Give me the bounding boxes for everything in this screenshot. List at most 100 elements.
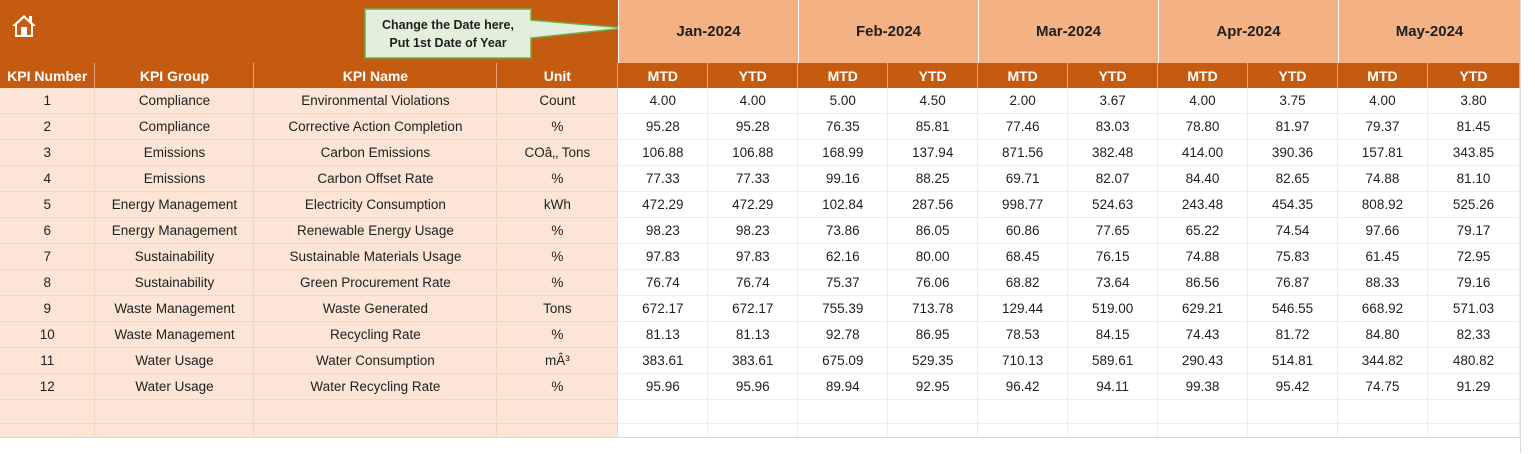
kpi-name-cell[interactable]: Green Procurement Rate xyxy=(253,269,498,296)
mtd-value-cell[interactable]: 672.17 xyxy=(617,295,709,322)
ytd-value-cell[interactable]: 390.36 xyxy=(1247,139,1338,166)
mtd-value-cell[interactable]: 62.16 xyxy=(797,243,889,270)
mtd-value-cell[interactable]: 95.96 xyxy=(617,373,709,400)
mtd-value-cell[interactable]: 106.88 xyxy=(617,139,709,166)
mtd-value-cell[interactable]: 92.78 xyxy=(797,321,889,348)
kpi-number-cell[interactable]: 1 xyxy=(0,88,96,114)
ytd-value-cell[interactable]: 76.74 xyxy=(707,269,799,296)
ytd-value-cell[interactable]: 82.65 xyxy=(1247,165,1338,192)
ytd-value-cell[interactable]: 82.07 xyxy=(1067,165,1159,192)
mtd-value-cell[interactable]: 755.39 xyxy=(797,295,889,322)
kpi-name-cell[interactable]: Water Consumption xyxy=(253,347,498,374)
month-header-may[interactable]: May-2024 xyxy=(1338,0,1520,63)
mtd-value-cell[interactable]: 4.00 xyxy=(1337,88,1428,114)
kpi-number-cell[interactable]: 4 xyxy=(0,165,96,192)
header-ytd[interactable]: YTD xyxy=(887,63,979,88)
header-ytd[interactable]: YTD xyxy=(1427,63,1521,88)
ytd-value-cell[interactable]: 86.05 xyxy=(887,217,979,244)
ytd-value-cell[interactable]: 81.45 xyxy=(1427,113,1521,140)
ytd-value-cell[interactable]: 343.85 xyxy=(1427,139,1521,166)
ytd-value-cell[interactable]: 81.10 xyxy=(1427,165,1521,192)
ytd-value-cell[interactable]: 3.75 xyxy=(1247,88,1338,114)
mtd-value-cell[interactable]: 98.23 xyxy=(617,217,709,244)
ytd-value-cell[interactable]: 525.26 xyxy=(1427,191,1521,218)
month-header-feb[interactable]: Feb-2024 xyxy=(798,0,978,63)
mtd-value-cell[interactable]: 668.92 xyxy=(1337,295,1428,322)
ytd-value-cell[interactable]: 82.33 xyxy=(1427,321,1521,348)
mtd-value-cell[interactable]: 414.00 xyxy=(1157,139,1249,166)
kpi-number-cell[interactable]: 6 xyxy=(0,217,96,244)
kpi-name-cell[interactable]: Sustainable Materials Usage xyxy=(253,243,498,270)
empty-cell[interactable] xyxy=(0,399,96,424)
mtd-value-cell[interactable]: 68.45 xyxy=(977,243,1069,270)
mtd-value-cell[interactable]: 84.40 xyxy=(1157,165,1249,192)
kpi-number-cell[interactable]: 11 xyxy=(0,347,96,374)
ytd-value-cell[interactable]: 83.03 xyxy=(1067,113,1159,140)
kpi-group-cell[interactable]: Energy Management xyxy=(94,191,255,218)
empty-cell[interactable] xyxy=(707,399,799,424)
ytd-value-cell[interactable]: 73.64 xyxy=(1067,269,1159,296)
horizontal-scrollbar[interactable] xyxy=(0,437,1520,454)
header-unit[interactable]: Unit xyxy=(496,63,619,88)
ytd-value-cell[interactable]: 672.17 xyxy=(707,295,799,322)
unit-cell[interactable]: % xyxy=(496,243,619,270)
ytd-value-cell[interactable]: 77.65 xyxy=(1067,217,1159,244)
kpi-name-cell[interactable]: Carbon Offset Rate xyxy=(253,165,498,192)
ytd-value-cell[interactable]: 76.06 xyxy=(887,269,979,296)
empty-cell[interactable] xyxy=(977,399,1069,424)
header-mtd[interactable]: MTD xyxy=(617,63,709,88)
home-icon[interactable] xyxy=(10,12,38,40)
ytd-value-cell[interactable]: 95.28 xyxy=(707,113,799,140)
unit-cell[interactable]: % xyxy=(496,217,619,244)
ytd-value-cell[interactable]: 383.61 xyxy=(707,347,799,374)
kpi-number-cell[interactable]: 8 xyxy=(0,269,96,296)
unit-cell[interactable]: mÂ³ xyxy=(496,347,619,374)
kpi-group-cell[interactable]: Sustainability xyxy=(94,269,255,296)
mtd-value-cell[interactable]: 157.81 xyxy=(1337,139,1428,166)
mtd-value-cell[interactable]: 86.56 xyxy=(1157,269,1249,296)
kpi-number-cell[interactable]: 9 xyxy=(0,295,96,322)
ytd-value-cell[interactable]: 76.87 xyxy=(1247,269,1338,296)
mtd-value-cell[interactable]: 60.86 xyxy=(977,217,1069,244)
kpi-group-cell[interactable]: Waste Management xyxy=(94,321,255,348)
ytd-value-cell[interactable]: 472.29 xyxy=(707,191,799,218)
mtd-value-cell[interactable]: 243.48 xyxy=(1157,191,1249,218)
ytd-value-cell[interactable]: 74.54 xyxy=(1247,217,1338,244)
mtd-value-cell[interactable]: 472.29 xyxy=(617,191,709,218)
ytd-value-cell[interactable]: 91.29 xyxy=(1427,373,1521,400)
mtd-value-cell[interactable]: 4.00 xyxy=(617,88,709,114)
header-mtd[interactable]: MTD xyxy=(1337,63,1428,88)
ytd-value-cell[interactable]: 571.03 xyxy=(1427,295,1521,322)
month-header-apr[interactable]: Apr-2024 xyxy=(1158,0,1338,63)
kpi-number-cell[interactable]: 12 xyxy=(0,373,96,400)
mtd-value-cell[interactable]: 99.16 xyxy=(797,165,889,192)
header-ytd[interactable]: YTD xyxy=(1247,63,1338,88)
unit-cell[interactable]: % xyxy=(496,321,619,348)
ytd-value-cell[interactable]: 81.72 xyxy=(1247,321,1338,348)
unit-cell[interactable]: % xyxy=(496,165,619,192)
mtd-value-cell[interactable]: 78.53 xyxy=(977,321,1069,348)
kpi-group-cell[interactable]: Emissions xyxy=(94,165,255,192)
kpi-name-cell[interactable]: Corrective Action Completion xyxy=(253,113,498,140)
kpi-group-cell[interactable]: Emissions xyxy=(94,139,255,166)
empty-cell[interactable] xyxy=(1247,399,1338,424)
kpi-group-cell[interactable]: Water Usage xyxy=(94,347,255,374)
ytd-value-cell[interactable]: 79.16 xyxy=(1427,269,1521,296)
header-mtd[interactable]: MTD xyxy=(1157,63,1249,88)
ytd-value-cell[interactable]: 287.56 xyxy=(887,191,979,218)
ytd-value-cell[interactable]: 514.81 xyxy=(1247,347,1338,374)
kpi-name-cell[interactable]: Recycling Rate xyxy=(253,321,498,348)
month-header-jan[interactable]: Jan-2024 xyxy=(618,0,798,63)
header-ytd[interactable]: YTD xyxy=(707,63,799,88)
header-mtd[interactable]: MTD xyxy=(977,63,1069,88)
mtd-value-cell[interactable]: 675.09 xyxy=(797,347,889,374)
unit-cell[interactable]: % xyxy=(496,113,619,140)
mtd-value-cell[interactable]: 74.43 xyxy=(1157,321,1249,348)
kpi-group-cell[interactable]: Sustainability xyxy=(94,243,255,270)
mtd-value-cell[interactable]: 77.33 xyxy=(617,165,709,192)
kpi-group-cell[interactable]: Waste Management xyxy=(94,295,255,322)
mtd-value-cell[interactable]: 74.88 xyxy=(1337,165,1428,192)
mtd-value-cell[interactable]: 96.42 xyxy=(977,373,1069,400)
kpi-group-cell[interactable]: Energy Management xyxy=(94,217,255,244)
mtd-value-cell[interactable]: 89.94 xyxy=(797,373,889,400)
